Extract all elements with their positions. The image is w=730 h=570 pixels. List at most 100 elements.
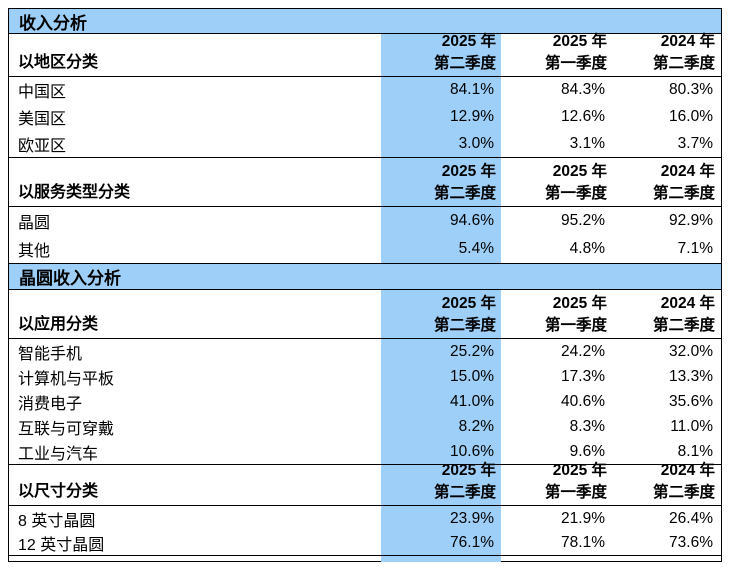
spacer-row <box>9 556 721 562</box>
column-header-2024-q2: 2024 年 第二季度 <box>612 290 720 338</box>
column-header-2024-q2: 2024 年 第二季度 <box>612 462 720 505</box>
column-header-year: 2024 年 <box>660 295 715 312</box>
column-header-2025-q1: 2025 年 第一季度 <box>501 158 612 206</box>
table-row-12-inch-wafer: 12 英寸晶圆 76.1% 78.1% 73.6% <box>9 531 721 556</box>
row-label: 计算机与平板 <box>18 370 115 388</box>
section-bar-wafer-revenue-analysis: 晶圆收入分析 <box>9 263 721 290</box>
column-header-quarter: 第二季度 <box>652 484 715 501</box>
column-header-year: 2024 年 <box>660 462 715 479</box>
column-header-2024-q2: 2024 年 第二季度 <box>612 158 720 206</box>
column-header-quarter: 第二季度 <box>433 317 496 334</box>
subsection-label: 以地区分类 <box>18 54 99 71</box>
subsection-label: 以服务类型分类 <box>18 184 131 201</box>
cell-2024-q2: 13.3% <box>669 367 713 385</box>
column-header-2025-q2: 2025 年 第二季度 <box>381 33 501 76</box>
cell-2024-q2: 11.0% <box>670 417 713 435</box>
cell-2025-q2: 41.0% <box>381 389 501 414</box>
column-header-year: 2025 年 <box>441 33 496 50</box>
table-row-china: 中国区 84.1% 84.3% 80.3% <box>9 77 721 103</box>
column-header-quarter: 第二季度 <box>433 185 496 202</box>
cell-2024-q2: 92.9% <box>669 212 713 229</box>
row-label: 互联与可穿戴 <box>18 420 115 438</box>
cell-2025-q1: 3.1% <box>569 134 605 152</box>
cell-2024-q2: 3.7% <box>677 134 713 152</box>
column-header-year: 2025 年 <box>552 33 607 50</box>
column-header-2025-q2: 2025 年 第二季度 <box>381 290 501 338</box>
column-header-quarter: 第一季度 <box>544 484 607 501</box>
column-header-quarter: 第二季度 <box>652 55 715 72</box>
cell-2025-q1: 4.8% <box>569 240 605 257</box>
table-row-consumer-electronics: 消费电子 41.0% 40.6% 35.6% <box>9 389 721 414</box>
revenue-analysis-table: 收入分析 以地区分类 2025 年 第二季度 2025 年 第一季度 2024 … <box>8 8 722 562</box>
cell-2025-q2: 94.6% <box>381 207 501 235</box>
column-header-year: 2025 年 <box>552 295 607 312</box>
table-row-smartphone: 智能手机 25.2% 24.2% 32.0% <box>9 339 721 364</box>
cell-2025-q1: 17.3% <box>561 367 605 385</box>
column-header-quarter: 第一季度 <box>544 317 607 334</box>
cell-2025-q1: 12.6% <box>561 107 605 125</box>
cell-2025-q2: 25.2% <box>381 339 501 364</box>
section-bar-title: 收入分析 <box>19 13 87 33</box>
row-label: 12 英寸晶圆 <box>18 537 105 554</box>
cell-2025-q1: 9.6% <box>569 442 605 460</box>
row-label: 智能手机 <box>18 345 83 363</box>
subsection-header-by-size: 以尺寸分类 2025 年 第二季度 2025 年 第一季度 2024 年 第二季… <box>9 462 721 506</box>
row-label: 消费电子 <box>18 395 83 413</box>
subsection-label: 以尺寸分类 <box>18 483 99 500</box>
row-label: 晶圆 <box>18 215 51 232</box>
row-label: 其他 <box>18 243 51 260</box>
cell-2024-q2: 32.0% <box>669 342 713 360</box>
cell-2025-q2: 84.1% <box>381 77 501 103</box>
row-label: 8 英寸晶圆 <box>18 512 96 530</box>
column-header-2025-q2: 2025 年 第二季度 <box>381 158 501 206</box>
table-row-computer-tablet: 计算机与平板 15.0% 17.3% 13.3% <box>9 364 721 389</box>
cell-2025-q2: 8.2% <box>381 414 501 439</box>
section-bar-revenue-analysis: 收入分析 <box>9 9 721 34</box>
cell-2024-q2: 35.6% <box>669 392 713 410</box>
cell-2024-q2: 80.3% <box>669 81 713 98</box>
column-header-quarter: 第二季度 <box>652 317 715 334</box>
column-header-2025-q1: 2025 年 第一季度 <box>501 290 612 338</box>
row-label: 欧亚区 <box>18 137 67 155</box>
cell-2024-q2: 16.0% <box>669 107 713 125</box>
cell-2025-q2: 3.0% <box>381 130 501 157</box>
cell-2025-q2: 76.1% <box>381 531 501 555</box>
column-header-year: 2025 年 <box>441 163 496 180</box>
subsection-label: 以应用分类 <box>18 316 99 333</box>
column-header-year: 2025 年 <box>441 462 496 479</box>
column-header-quarter: 第二季度 <box>652 185 715 202</box>
column-header-quarter: 第一季度 <box>544 185 607 202</box>
table-row-eurasia: 欧亚区 3.0% 3.1% 3.7% <box>9 130 721 157</box>
column-header-year: 2024 年 <box>660 33 715 50</box>
column-header-2025-q1: 2025 年 第一季度 <box>501 462 612 505</box>
spacer-cell <box>501 556 612 562</box>
column-header-quarter: 第一季度 <box>544 55 607 72</box>
cell-2024-q2: 8.1% <box>677 442 713 460</box>
column-header-2025-q2: 2025 年 第二季度 <box>381 462 501 505</box>
cell-2025-q2: 10.6% <box>381 439 501 464</box>
table-row-usa: 美国区 12.9% 12.6% 16.0% <box>9 103 721 130</box>
cell-2025-q2: 12.9% <box>381 103 501 130</box>
column-header-2025-q1: 2025 年 第一季度 <box>501 33 612 76</box>
table-row-8-inch-wafer: 8 英寸晶圆 23.9% 21.9% 26.4% <box>9 506 721 531</box>
column-header-year: 2025 年 <box>441 295 496 312</box>
cell-2025-q2: 5.4% <box>381 235 501 263</box>
cell-2025-q1: 84.3% <box>561 81 605 98</box>
row-label: 中国区 <box>18 84 67 101</box>
column-header-2024-q2: 2024 年 第二季度 <box>612 33 720 76</box>
subsection-header-by-application: 以应用分类 2025 年 第二季度 2025 年 第一季度 2024 年 第二季… <box>9 290 721 339</box>
cell-2024-q2: 73.6% <box>669 534 713 551</box>
subsection-header-by-region: 以地区分类 2025 年 第二季度 2025 年 第一季度 2024 年 第二季… <box>9 33 721 77</box>
spacer-cell <box>612 556 720 562</box>
cell-2025-q2: 23.9% <box>381 506 501 531</box>
cell-2025-q1: 95.2% <box>561 212 605 229</box>
column-header-quarter: 第二季度 <box>433 484 496 501</box>
row-label: 工业与汽车 <box>18 445 99 463</box>
cell-2025-q1: 21.9% <box>561 509 605 527</box>
column-header-year: 2025 年 <box>552 462 607 479</box>
table-row-others: 其他 5.4% 4.8% 7.1% <box>9 235 721 263</box>
spacer-cell <box>9 556 381 562</box>
section-bar-title: 晶圆收入分析 <box>19 269 121 288</box>
column-header-quarter: 第二季度 <box>433 55 496 72</box>
